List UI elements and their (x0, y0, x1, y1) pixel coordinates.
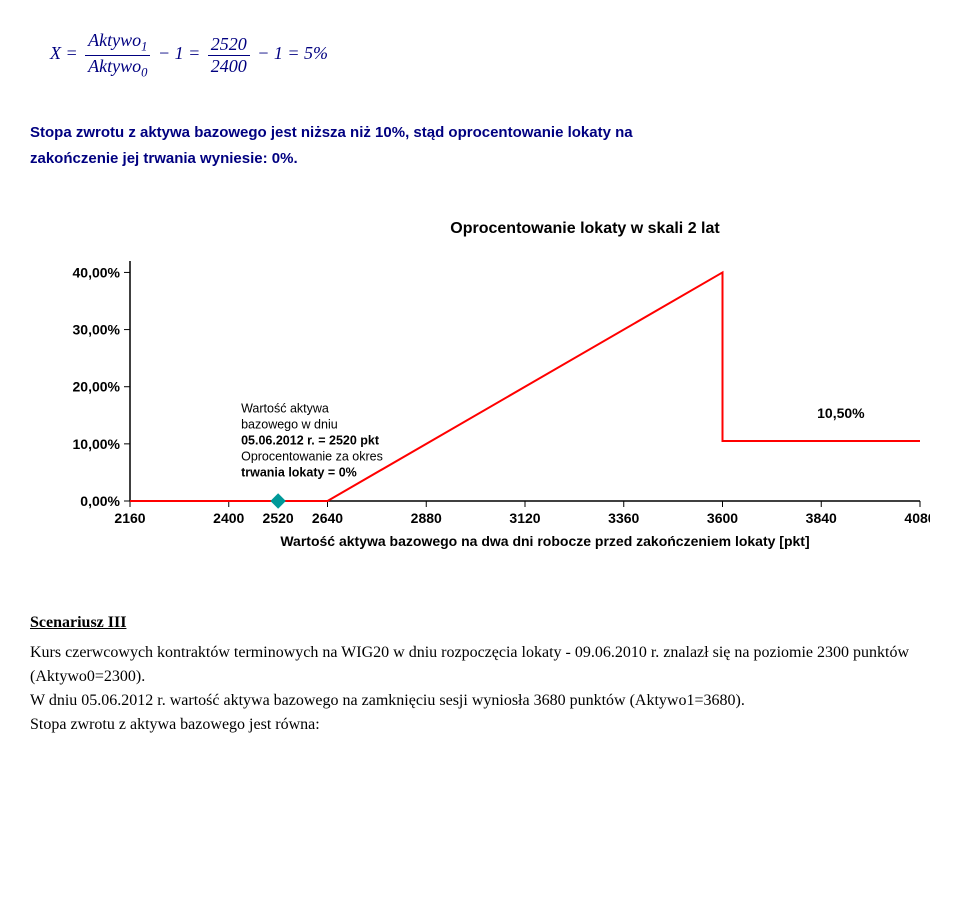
statement-line2: zakończenie jej trwania wyniesie: 0%. (30, 146, 930, 172)
formula-frac1: Aktywo1 Aktywo0 (85, 30, 150, 80)
y-tick-label: 0,00% (80, 493, 120, 509)
y-tick-label: 40,00% (73, 265, 121, 281)
scenario-heading: Scenariusz III (30, 611, 930, 635)
scenario-p2: W dniu 05.06.2012 r. wartość aktywa bazo… (30, 689, 930, 713)
x-tick-label: 3840 (806, 510, 837, 526)
scenario-3: Scenariusz III Kurs czerwcowych kontrakt… (30, 611, 930, 737)
chart-title: Oprocentowanie lokaty w skali 2 lat (450, 220, 720, 237)
statement-line1: Stopa zwrotu z aktywa bazowego jest niżs… (30, 120, 930, 146)
formula: X = Aktywo1 Aktywo0 − 1 = 2520 2400 − 1 … (50, 30, 930, 80)
y-tick-label: 30,00% (73, 322, 121, 338)
chart-annotation-line: Wartość aktywa (241, 402, 329, 416)
x-axis-title: Wartość aktywa bazowego na dwa dni roboc… (280, 533, 809, 549)
chart-annotation-line: bazowego w dniu (241, 418, 338, 432)
return-statement: Stopa zwrotu z aktywa bazowego jest niżs… (30, 120, 930, 171)
x-tick-label: 3360 (608, 510, 639, 526)
formula-lhs: X (50, 43, 61, 63)
x-tick-label: 2400 (213, 510, 244, 526)
x-tick-label: 4080 (904, 510, 930, 526)
chart-right-label: 10,50% (817, 405, 865, 421)
x-tick-label: 2520 (263, 510, 294, 526)
chart-svg: Oprocentowanie lokaty w skali 2 lat 0,00%… (50, 211, 930, 571)
x-tick-label: 2880 (411, 510, 442, 526)
x-tick-label: 2160 (114, 510, 145, 526)
chart-marker (271, 494, 285, 508)
interest-chart: Oprocentowanie lokaty w skali 2 lat 0,00%… (50, 211, 930, 571)
chart-annotation-line: Oprocentowanie za okres (241, 450, 383, 464)
y-tick-label: 20,00% (73, 379, 121, 395)
x-tick-label: 3600 (707, 510, 738, 526)
chart-annotation-line: 05.06.2012 r. = 2520 pkt (241, 434, 380, 448)
chart-annotation-line: trwania lokaty = 0% (241, 466, 357, 480)
y-tick-label: 10,00% (73, 436, 121, 452)
scenario-p3: Stopa zwrotu z aktywa bazowego jest równ… (30, 713, 930, 737)
formula-frac2: 2520 2400 (208, 34, 250, 77)
scenario-p1: Kurs czerwcowych kontraktów terminowych … (30, 641, 930, 689)
x-tick-label: 3120 (509, 510, 540, 526)
x-tick-label: 2640 (312, 510, 343, 526)
